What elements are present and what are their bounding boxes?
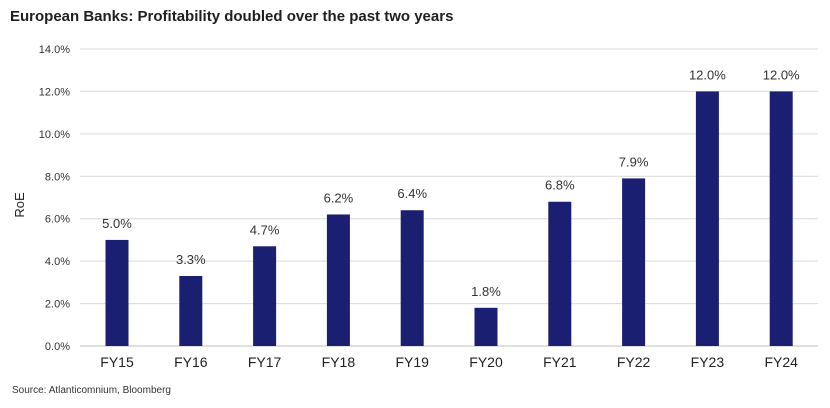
bars bbox=[105, 91, 793, 346]
data-label: 5.0% bbox=[102, 216, 132, 231]
x-category-labels: FY15 FY16 FY17 FY18 FY19 FY20 FY21 FY22 FY23 FY24 bbox=[100, 354, 798, 370]
bar-fy16 bbox=[179, 275, 203, 346]
data-label: 6.4% bbox=[397, 186, 427, 201]
bar-fy22 bbox=[622, 178, 646, 346]
x-category-label: FY24 bbox=[764, 354, 798, 370]
y-axis-title: RoE bbox=[12, 192, 27, 218]
chart-title: European Banks: Profitability doubled ov… bbox=[10, 8, 454, 25]
y-tick-label: 4.0% bbox=[45, 256, 70, 268]
x-category-label: FY18 bbox=[322, 354, 356, 370]
data-label: 1.8% bbox=[471, 284, 501, 299]
source-note: Source: Atlanticomnium, Bloomberg bbox=[12, 385, 171, 396]
y-tick-labels: 0.0% 2.0% 4.0% 6.0% 8.0% 10.0% 12.0% 14.0% bbox=[39, 44, 70, 353]
data-label: 6.2% bbox=[324, 190, 354, 205]
data-label: 6.8% bbox=[545, 178, 575, 193]
bar-fy19 bbox=[400, 210, 424, 346]
bar-fy23 bbox=[695, 91, 719, 346]
data-label: 3.3% bbox=[176, 252, 206, 267]
data-label: 12.0% bbox=[689, 67, 726, 82]
data-label: 12.0% bbox=[763, 67, 800, 82]
y-tick-label: 8.0% bbox=[45, 171, 70, 183]
y-tick-label: 12.0% bbox=[39, 86, 70, 98]
bar-fy17 bbox=[253, 246, 277, 346]
x-category-label: FY16 bbox=[174, 354, 208, 370]
bar-chart: 0.0% 2.0% 4.0% 6.0% 8.0% 10.0% 12.0% 14.0% 5.0%… bbox=[12, 44, 818, 370]
y-tick-label: 0.0% bbox=[45, 341, 70, 353]
bar-fy21 bbox=[548, 201, 572, 346]
x-category-label: FY15 bbox=[100, 354, 134, 370]
x-category-label: FY21 bbox=[543, 354, 577, 370]
x-category-label: FY23 bbox=[691, 354, 725, 370]
y-tick-label: 6.0% bbox=[45, 214, 70, 226]
bar-fy15 bbox=[105, 239, 129, 346]
y-tick-label: 2.0% bbox=[45, 299, 70, 311]
bar-fy24 bbox=[769, 91, 793, 346]
data-labels: 5.0% 3.3% 4.7% 6.2% 6.4% 1.8% 6.8% 7.9% 12.0% 12.… bbox=[102, 67, 800, 298]
bar-fy18 bbox=[326, 214, 350, 346]
data-label: 7.9% bbox=[619, 154, 649, 169]
data-label: 4.7% bbox=[250, 222, 280, 237]
y-tick-label: 14.0% bbox=[39, 44, 70, 56]
x-category-label: FY22 bbox=[617, 354, 651, 370]
y-tick-label: 10.0% bbox=[39, 129, 70, 141]
x-category-label: FY17 bbox=[248, 354, 282, 370]
bar-fy20 bbox=[474, 307, 498, 346]
x-category-label: FY20 bbox=[469, 354, 503, 370]
gridlines bbox=[80, 48, 818, 347]
x-category-label: FY19 bbox=[395, 354, 429, 370]
